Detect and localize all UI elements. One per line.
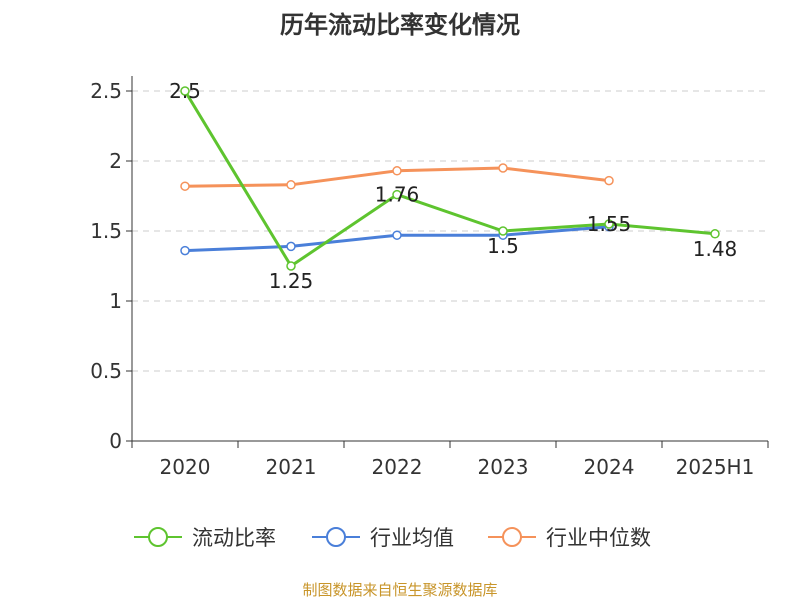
y-tick-label: 1.5 <box>90 219 122 243</box>
data-point <box>392 166 402 176</box>
data-point <box>710 229 720 239</box>
x-tick-label: 2025H1 <box>676 455 755 479</box>
data-label: 1.5 <box>487 234 519 258</box>
data-point <box>604 219 614 229</box>
x-tick-label: 2022 <box>372 455 423 479</box>
y-tick-label: 2.5 <box>90 79 122 103</box>
data-point <box>286 180 296 190</box>
data-point <box>498 163 508 173</box>
data-label: 1.76 <box>375 183 420 207</box>
data-label: 1.48 <box>693 237 738 261</box>
x-tick-label: 2023 <box>478 455 529 479</box>
data-point <box>392 230 402 240</box>
legend-label: 行业中位数 <box>546 526 651 550</box>
legend-label: 行业均值 <box>370 526 454 550</box>
legend-label: 流动比率 <box>192 526 276 550</box>
series-line-0 <box>183 90 716 268</box>
data-point <box>286 261 296 271</box>
data-label: 2.5 <box>169 79 201 103</box>
y-tick-label: 1 <box>109 289 122 313</box>
y-tick-label: 2 <box>109 149 122 173</box>
x-tick-label: 2024 <box>584 455 635 479</box>
chart-title: 历年流动比率变化情况 <box>280 11 520 39</box>
data-label: 1.25 <box>269 269 314 293</box>
data-point <box>180 86 190 96</box>
data-point <box>392 189 402 200</box>
data-point <box>604 175 614 186</box>
legend-marker <box>148 527 168 547</box>
legend-marker <box>502 527 522 547</box>
y-tick-label: 0.5 <box>90 359 122 383</box>
data-labels: 2.5 1.25 1.76 1.5 1.55 1.48 <box>169 79 737 293</box>
x-tick-label: 2020 <box>160 455 211 479</box>
source-note: 制图数据来自恒生聚源数据库 <box>302 581 497 599</box>
series-group <box>180 86 720 271</box>
legend-marker <box>326 527 346 547</box>
y-tick-label: 0 <box>109 429 122 453</box>
x-tick-label: 2021 <box>266 455 317 479</box>
data-point <box>180 181 190 191</box>
axes: 0 0.5 1 1.5 2 2.5 2020 2021 2022 2023 2024 2025H1 <box>90 76 769 479</box>
grid-lines <box>132 90 768 372</box>
legend[interactable]: 流动比率 行业均值 行业中位数 <box>134 526 651 550</box>
data-point <box>286 241 296 252</box>
data-point <box>180 245 190 256</box>
data-point <box>498 226 508 236</box>
data-label: 1.55 <box>587 212 632 236</box>
